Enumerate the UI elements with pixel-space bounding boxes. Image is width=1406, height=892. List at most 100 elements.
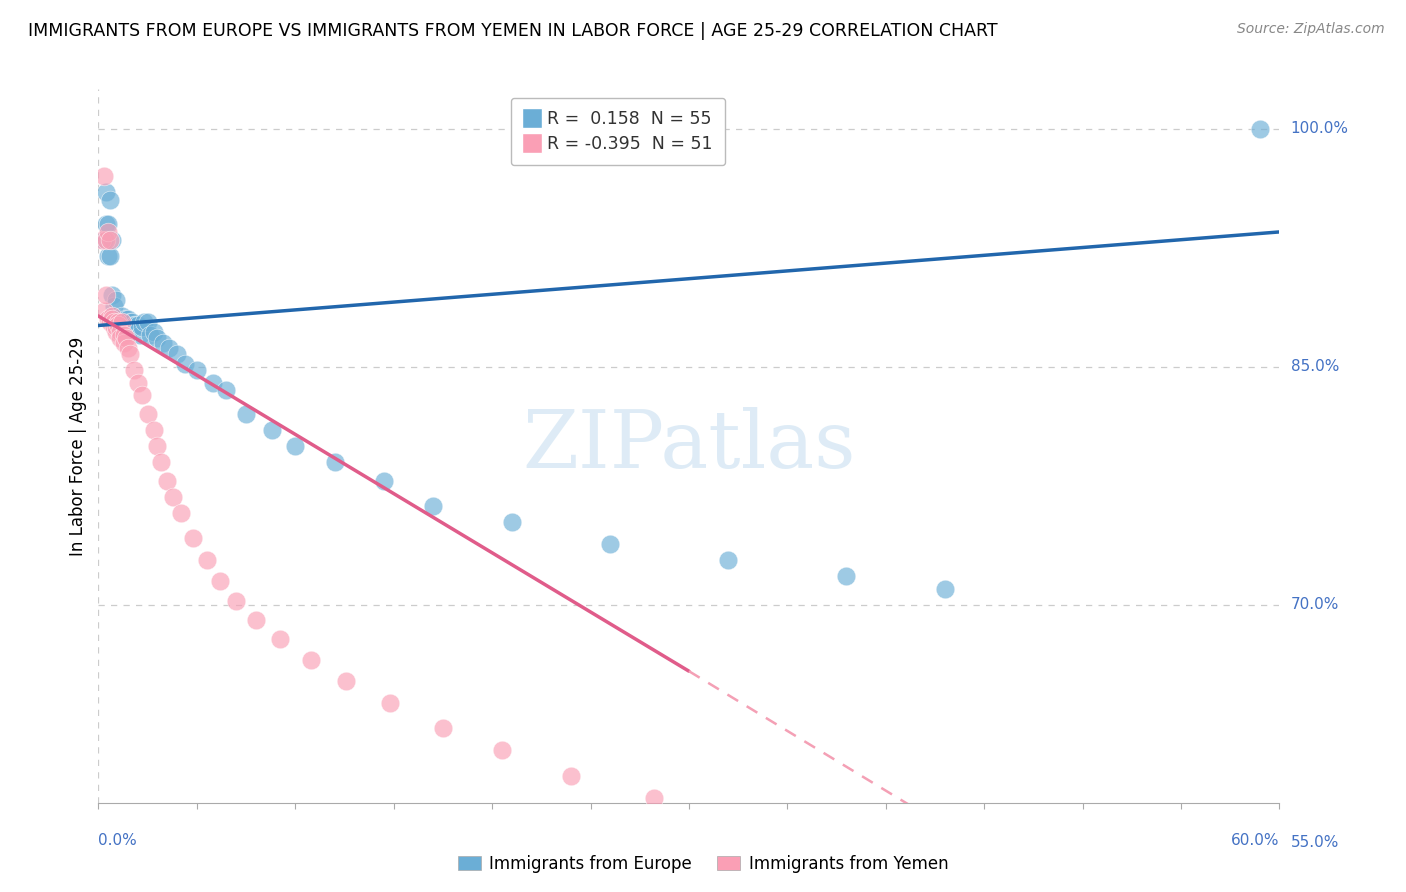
Text: 70.0%: 70.0% <box>1291 597 1339 612</box>
Point <box>115 331 138 345</box>
Legend: R =  0.158  N = 55, R = -0.395  N = 51: R = 0.158 N = 55, R = -0.395 N = 51 <box>510 98 725 165</box>
Point <box>108 325 131 339</box>
Point <box>108 321 131 335</box>
Point <box>152 335 174 350</box>
Point <box>117 312 139 326</box>
Point <box>284 439 307 453</box>
Point <box>170 506 193 520</box>
Point <box>166 347 188 361</box>
Text: 85.0%: 85.0% <box>1291 359 1339 375</box>
Point <box>101 233 124 247</box>
Point <box>491 743 513 757</box>
Point <box>111 315 134 329</box>
Point <box>96 217 118 231</box>
Point <box>136 407 159 421</box>
Point <box>131 388 153 402</box>
Point <box>181 531 204 545</box>
Point <box>131 320 153 334</box>
Point <box>299 653 322 667</box>
Point <box>105 293 128 307</box>
Point <box>835 569 858 583</box>
Point <box>934 582 956 596</box>
Point <box>97 249 120 263</box>
Point <box>717 553 740 567</box>
Point <box>98 315 121 329</box>
Point <box>201 376 224 390</box>
Point <box>107 318 129 333</box>
Point <box>146 331 169 345</box>
Point <box>103 309 125 323</box>
Point <box>122 318 145 333</box>
Point <box>422 500 444 514</box>
Point <box>101 312 124 326</box>
Point <box>150 455 173 469</box>
Text: 100.0%: 100.0% <box>1291 121 1348 136</box>
Point <box>162 490 184 504</box>
Point <box>98 233 121 247</box>
Point <box>142 325 165 339</box>
Point <box>117 325 139 339</box>
Point <box>93 233 115 247</box>
Point <box>136 315 159 329</box>
Point <box>103 320 125 334</box>
Point <box>146 439 169 453</box>
Point <box>373 474 395 488</box>
Text: IMMIGRANTS FROM EUROPE VS IMMIGRANTS FROM YEMEN IN LABOR FORCE | AGE 25-29 CORRE: IMMIGRANTS FROM EUROPE VS IMMIGRANTS FRO… <box>28 22 998 40</box>
Point <box>599 537 621 551</box>
Point <box>98 249 121 263</box>
Point <box>96 288 118 302</box>
Point <box>96 233 118 247</box>
Point <box>108 331 131 345</box>
Point <box>245 614 267 628</box>
Point <box>215 384 238 398</box>
Point <box>378 696 401 710</box>
Text: Source: ZipAtlas.com: Source: ZipAtlas.com <box>1237 22 1385 37</box>
Point <box>107 312 129 326</box>
Legend: Immigrants from Europe, Immigrants from Yemen: Immigrants from Europe, Immigrants from … <box>451 848 955 880</box>
Point <box>107 318 129 333</box>
Point <box>235 407 257 421</box>
Point <box>225 594 247 608</box>
Point <box>112 321 135 335</box>
Point <box>260 423 283 437</box>
Text: ZIPatlas: ZIPatlas <box>522 407 856 485</box>
Point <box>122 363 145 377</box>
Point <box>91 233 114 247</box>
Point <box>157 341 180 355</box>
Text: 0.0%: 0.0% <box>98 833 138 848</box>
Point <box>118 315 141 329</box>
Point <box>118 347 141 361</box>
Point <box>112 335 135 350</box>
Point <box>195 553 218 567</box>
Point <box>156 474 179 488</box>
Point <box>115 312 138 326</box>
Point <box>112 328 135 343</box>
Point <box>269 632 291 647</box>
Point <box>93 169 115 184</box>
Point <box>101 288 124 302</box>
Point <box>128 328 150 343</box>
Point <box>97 225 120 239</box>
Point <box>105 315 128 329</box>
Point <box>117 341 139 355</box>
Point <box>132 315 155 329</box>
Point <box>108 315 131 329</box>
Point <box>98 193 121 207</box>
Point <box>501 515 523 529</box>
Point <box>111 318 134 333</box>
Text: 60.0%: 60.0% <box>1232 833 1279 848</box>
Point <box>105 325 128 339</box>
Point <box>93 304 115 318</box>
Point <box>127 318 149 333</box>
Point <box>101 309 124 323</box>
Point <box>323 455 346 469</box>
Y-axis label: In Labor Force | Age 25-29: In Labor Force | Age 25-29 <box>69 336 87 556</box>
Point <box>186 363 208 377</box>
Point <box>96 186 118 200</box>
Point <box>643 791 665 805</box>
Point <box>560 769 582 783</box>
Text: 55.0%: 55.0% <box>1291 835 1339 850</box>
Point <box>107 315 129 329</box>
Point <box>97 312 120 326</box>
Point <box>125 318 148 333</box>
